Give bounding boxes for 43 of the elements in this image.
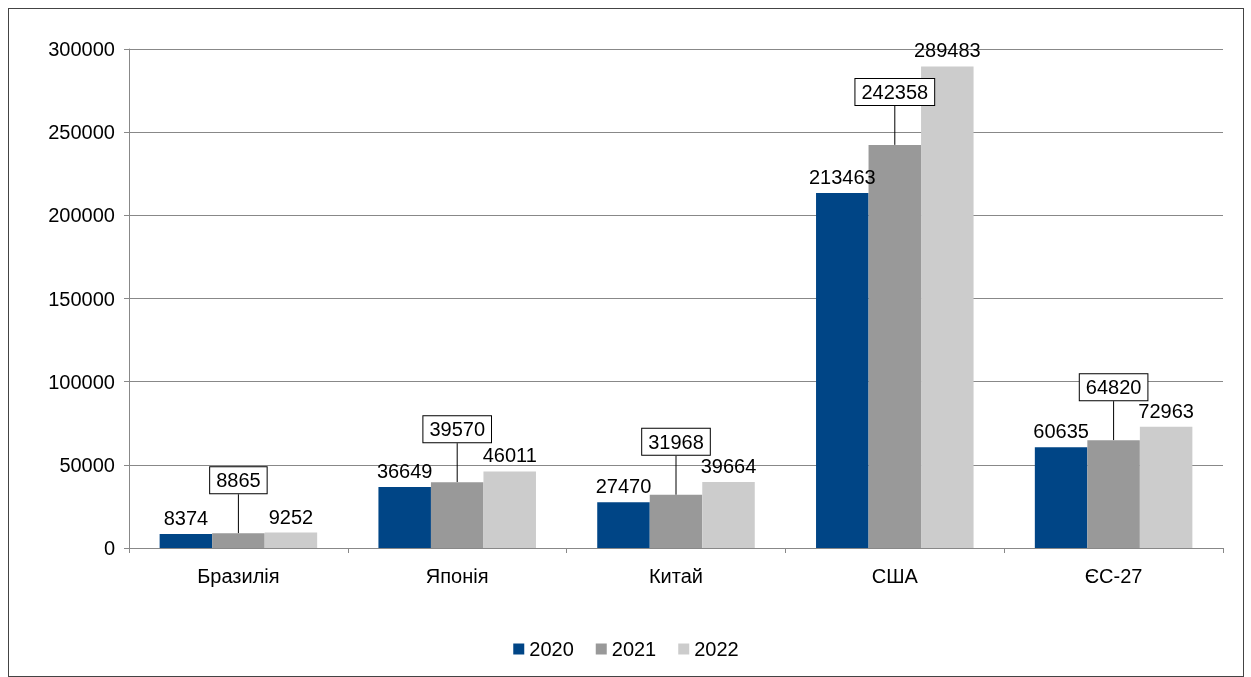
y-tick-label: 200000 bbox=[48, 204, 115, 227]
data-label: 72963 bbox=[1138, 399, 1194, 422]
y-tick-label: 250000 bbox=[48, 121, 115, 144]
data-label: 289483 bbox=[913, 39, 981, 62]
bar bbox=[430, 482, 484, 548]
data-label: 39664 bbox=[700, 455, 757, 478]
bar bbox=[212, 533, 265, 548]
data-label: 64820 bbox=[1085, 376, 1142, 399]
x-tick-label: США bbox=[871, 565, 919, 587]
bar bbox=[378, 487, 431, 548]
data-label: 8374 bbox=[163, 507, 209, 530]
y-tick-label: 50000 bbox=[59, 453, 115, 476]
data-label: 36649 bbox=[376, 460, 433, 483]
data-label: 9252 bbox=[268, 505, 314, 528]
y-tick-label: 300000 bbox=[48, 38, 115, 60]
data-label: 46011 bbox=[482, 444, 537, 467]
data-label: 39570 bbox=[429, 418, 486, 441]
data-label: 60635 bbox=[1033, 420, 1089, 443]
y-tick-label: 0 bbox=[103, 537, 115, 559]
legend-label: 2021 bbox=[611, 638, 657, 660]
bar bbox=[1034, 447, 1088, 548]
bar bbox=[1087, 440, 1140, 548]
x-tick-label: Бразилія bbox=[197, 565, 280, 587]
x-tick-label: Японія bbox=[425, 565, 489, 587]
bar bbox=[649, 494, 703, 548]
bar bbox=[264, 532, 318, 548]
bar bbox=[597, 502, 650, 548]
y-tick-label: 100000 bbox=[48, 370, 115, 393]
data-label: 8865 bbox=[216, 469, 261, 492]
x-tick-label: Китай bbox=[648, 565, 704, 587]
legend-label: 2020 bbox=[529, 638, 574, 660]
bar bbox=[702, 482, 755, 548]
x-tick-label: ЄС-27 bbox=[1084, 565, 1143, 587]
data-label: 242358 bbox=[861, 80, 929, 103]
data-label: 27470 bbox=[595, 475, 652, 498]
y-tick-label: 150000 bbox=[48, 287, 115, 310]
bar bbox=[483, 471, 536, 548]
data-label: 31968 bbox=[648, 430, 704, 453]
data-label: 213463 bbox=[808, 165, 876, 188]
bar bbox=[159, 534, 213, 548]
legend-label: 2022 bbox=[694, 638, 739, 660]
bar bbox=[816, 192, 869, 548]
bar bbox=[1139, 426, 1193, 548]
